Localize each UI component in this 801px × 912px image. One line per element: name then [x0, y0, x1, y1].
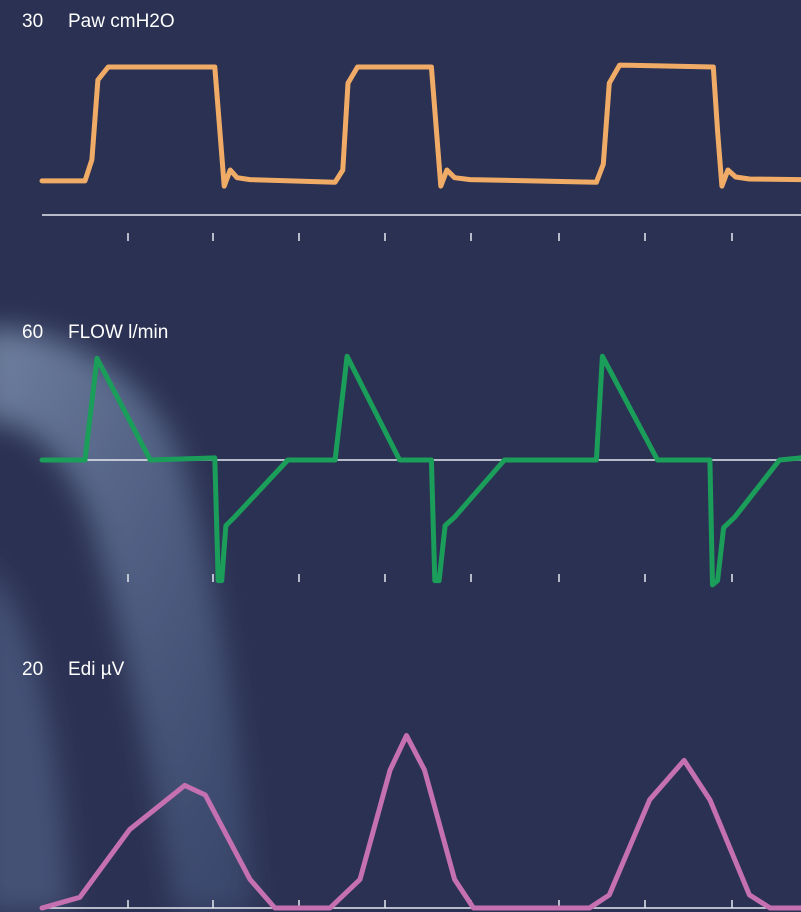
channel-label: Paw cmH2O	[68, 11, 175, 32]
waveform-line	[39, 353, 801, 588]
waveforms: 30 Paw cmH2O 60 FLOW l/min 20 Edi µV	[22, 11, 801, 911]
y-scale-label: 30	[22, 11, 43, 32]
xray-backdrop	[0, 329, 255, 912]
channel-label: Edi µV	[68, 659, 125, 680]
y-scale-label: 20	[22, 659, 43, 680]
waveform-line	[39, 62, 801, 189]
channel-label: FLOW l/min	[68, 322, 168, 343]
y-scale-label: 60	[22, 322, 43, 343]
waveform-line	[39, 733, 801, 911]
